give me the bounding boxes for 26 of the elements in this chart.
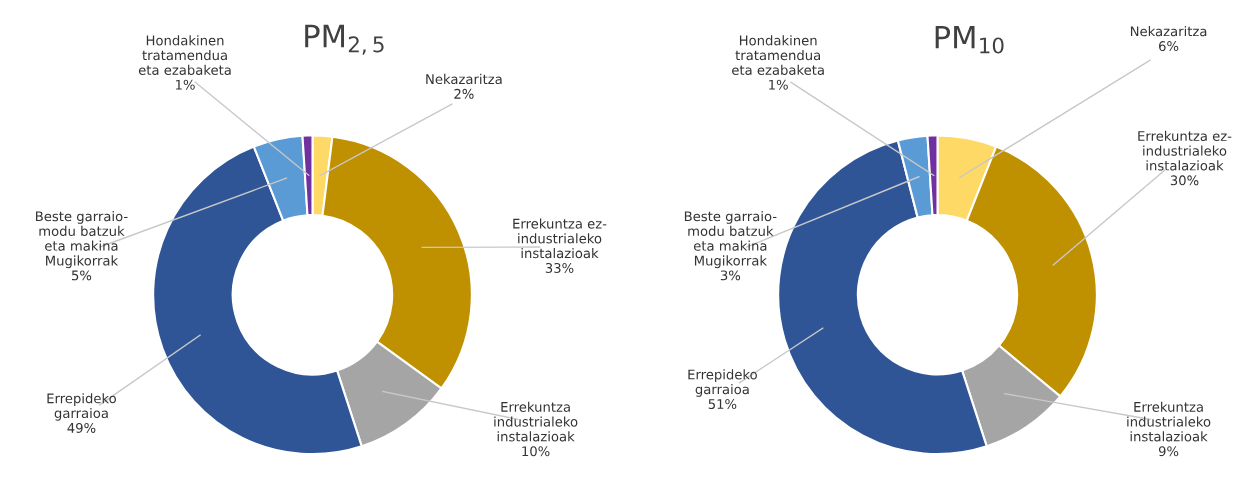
data-label: 3% [720,270,741,281]
slice-label: Errekuntza ez- industrialeko instalazioak [1138,130,1232,171]
slice-label: Hondakinen tratamendua eta ezabaketa [732,35,824,75]
slice-label: Errekuntza industrialeko instalazioak [494,401,578,442]
chart-title: PM$_{2,5}$ [305,24,384,55]
slice-label: Errepideko garraioa [688,369,757,397]
data-label: 33% [545,262,574,273]
slice-label: Nekazaritza [1130,26,1207,37]
data-label: 6% [1159,41,1179,52]
data-label: 10% [522,446,550,457]
data-label: 30% [1170,175,1199,186]
data-label: 1% [769,79,788,90]
data-label: 1% [176,79,195,90]
data-label: 51% [708,399,737,409]
slice-label: Errepideko garraioa [47,393,116,421]
slice-label: Beste garraio- modu batzuk eta makina Mugikorrak [684,211,777,269]
slice-label: Errekuntza industrialeko instalazioak [1127,401,1211,442]
data-label: 5% [72,270,92,281]
chart-title: PM$_{10}$ [935,25,1004,54]
data-label: 2% [454,88,474,99]
slice-label: Hondakinen tratamendua eta ezabaketa [138,35,231,75]
slice-label: Nekazaritza [426,73,502,85]
data-label: 9% [1158,446,1179,457]
slice-label: Beste garraio- modu batzuk eta makina Mugikorrak [36,211,128,269]
data-label: 49% [67,422,96,433]
slice-label: Errekuntza ez- industrialeko instalazioak [513,218,607,259]
